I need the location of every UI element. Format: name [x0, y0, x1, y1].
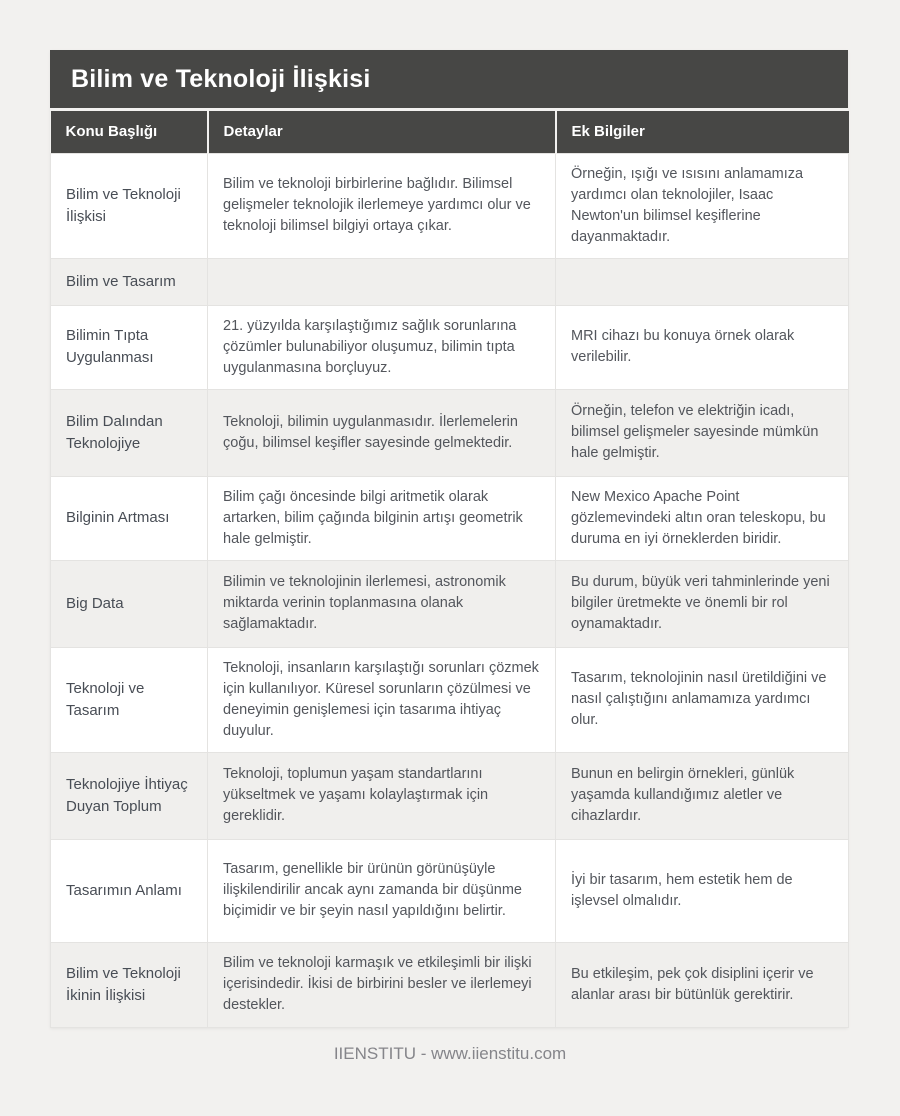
title-bar: Bilim ve Teknoloji İlişkisi: [50, 50, 848, 108]
column-header-details: Detaylar: [206, 111, 556, 153]
topic-cell: Bilim Dalından Teknolojiye: [50, 388, 208, 477]
extra-cell: Örneğin, ışığı ve ısısını anlamamıza yar…: [555, 152, 849, 259]
topic-cell: Bilim ve Teknoloji İkinin İlişkisi: [50, 941, 208, 1028]
topic-cell: Bilginin Artması: [50, 475, 208, 561]
topic-cell: Big Data: [50, 559, 208, 648]
footer-text: IIENSTITU - www.iienstitu.com: [333, 1044, 567, 1063]
table-row: Teknolojiye İhtiyaç Duyan Toplum Teknolo…: [50, 751, 849, 840]
topic-cell: Bilimin Tıpta Uygulanması: [50, 304, 208, 390]
table-row: Bilginin Artması Bilim çağı öncesinde bi…: [50, 475, 849, 561]
details-cell: Teknoloji, toplumun yaşam standartlarını…: [207, 751, 556, 840]
details-cell: Bilim çağı öncesinde bilgi aritmetik ola…: [207, 475, 556, 561]
details-cell: Bilim ve teknoloji karmaşık ve etkileşim…: [207, 941, 556, 1028]
extra-cell: İyi bir tasarım, hem estetik hem de işle…: [555, 838, 849, 943]
table-row: Bilim Dalından Teknolojiye Teknoloji, bi…: [50, 388, 849, 477]
extra-cell: Tasarım, teknolojinin nasıl üretildiğini…: [555, 646, 849, 753]
topic-cell: Tasarımın Anlamı: [50, 838, 208, 943]
details-cell: Teknoloji, bilimin uygulanmasıdır. İlerl…: [207, 388, 556, 477]
page-title: Bilim ve Teknoloji İlişkisi: [71, 64, 371, 93]
topic-cell: Bilim ve Tasarım: [50, 257, 208, 306]
details-cell: 21. yüzyılda karşılaştığımız sağlık soru…: [207, 304, 556, 390]
table-row: Bilim ve Tasarım: [50, 257, 849, 306]
info-table: Konu Başlığı Detaylar Ek Bilgiler Bilim …: [50, 111, 849, 1028]
extra-cell: Bunun en belirgin örnekleri, günlük yaşa…: [555, 751, 849, 840]
table-row: Bilim ve Teknoloji İlişkisi Bilim ve tek…: [50, 152, 849, 259]
table-row: Bilim ve Teknoloji İkinin İlişkisi Bilim…: [50, 941, 849, 1028]
table-row: Bilimin Tıpta Uygulanması 21. yüzyılda k…: [50, 304, 849, 390]
column-header-topic: Konu Başlığı: [50, 111, 208, 153]
table-row: Tasarımın Anlamı Tasarım, genellikle bir…: [50, 838, 849, 943]
details-cell: Bilimin ve teknolojinin ilerlemesi, astr…: [207, 559, 556, 648]
details-cell: Tasarım, genellikle bir ürünün görünüşüy…: [207, 838, 556, 943]
extra-cell: MRI cihazı bu konuya örnek olarak verile…: [555, 304, 849, 390]
extra-cell: New Mexico Apache Point gözlemevindeki a…: [555, 475, 849, 561]
details-cell: Teknoloji, insanların karşılaştığı sorun…: [207, 646, 556, 753]
details-cell: [207, 257, 556, 306]
extra-cell: Örneğin, telefon ve elektriğin icadı, bi…: [555, 388, 849, 477]
column-header-extra: Ek Bilgiler: [554, 111, 849, 153]
topic-cell: Teknolojiye İhtiyaç Duyan Toplum: [50, 751, 208, 840]
topic-cell: Bilim ve Teknoloji İlişkisi: [50, 152, 208, 259]
table-row: Teknoloji ve Tasarım Teknoloji, insanlar…: [50, 646, 849, 753]
extra-cell: Bu etkileşim, pek çok disiplini içerir v…: [555, 941, 849, 1028]
details-cell: Bilim ve teknoloji birbirlerine bağlıdır…: [207, 152, 556, 259]
topic-cell: Teknoloji ve Tasarım: [50, 646, 208, 753]
table-row: Big Data Bilimin ve teknolojinin ilerlem…: [50, 559, 849, 648]
extra-cell: Bu durum, büyük veri tahminlerinde yeni …: [555, 559, 849, 648]
extra-cell: [555, 257, 849, 306]
content-card: Bilim ve Teknoloji İlişkisi Konu Başlığı…: [50, 50, 849, 1028]
table-header-row: Konu Başlığı Detaylar Ek Bilgiler: [50, 111, 849, 153]
